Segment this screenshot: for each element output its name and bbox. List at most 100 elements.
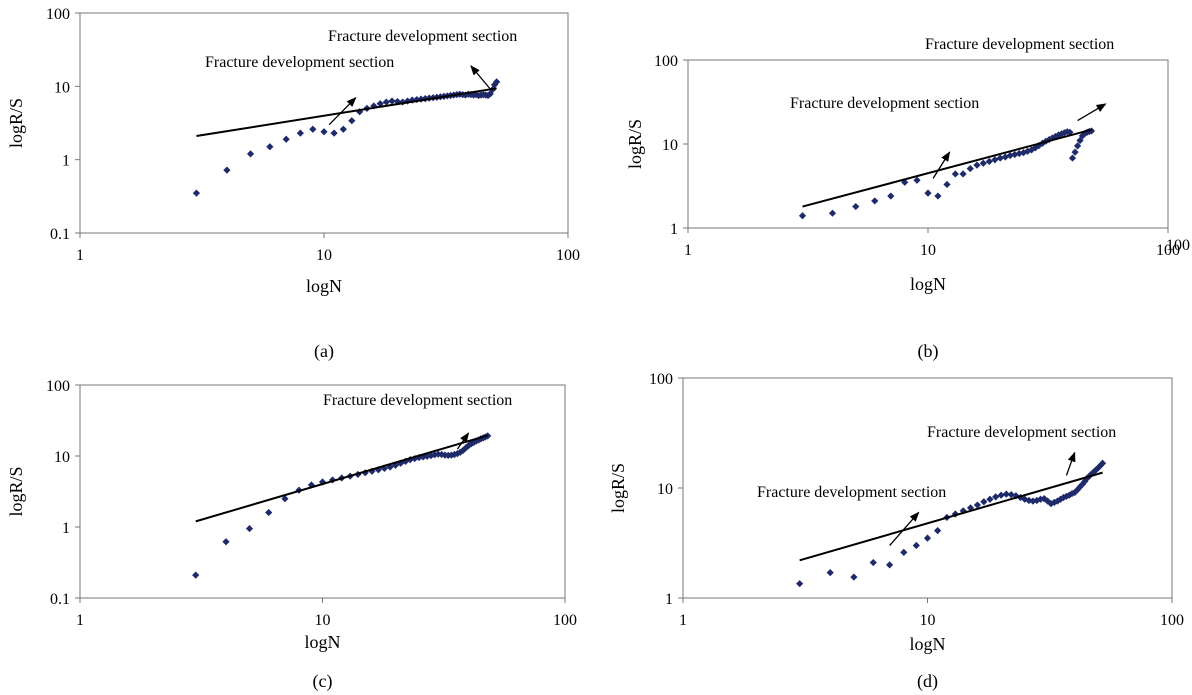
y-tick-label: 0.1 (50, 591, 70, 608)
annotation-arrow (328, 96, 357, 126)
y-axis-label: logR/S (6, 466, 26, 516)
panel-caption: (c) (313, 671, 333, 692)
annotation-label: Fracture development section (927, 424, 1116, 441)
data-point (431, 451, 439, 459)
data-point (959, 170, 967, 178)
data-point (388, 97, 396, 105)
y-tick-label: 10 (657, 481, 673, 498)
data-point (296, 129, 304, 137)
data-point (486, 90, 494, 98)
data-point (1094, 464, 1102, 472)
data-point (401, 457, 410, 465)
y-tick-label: 100 (649, 371, 673, 388)
chart-panel-c: 1 10 100 0.1 1 10 100 logN logR/S Fracture develo… (6, 378, 577, 692)
data-point (462, 444, 470, 452)
data-point (973, 161, 981, 169)
data-point (266, 143, 274, 151)
annotation-arrow (1065, 451, 1076, 476)
data-point (415, 453, 423, 462)
chart-panel-d: 1 10 100 1 10 100 logN logR/S Fracture developme… (608, 371, 1184, 692)
plot-area-frame (79, 384, 566, 599)
data-point (474, 436, 483, 444)
annotation-arrow (1077, 103, 1107, 122)
data-point (943, 180, 951, 189)
data-point (924, 189, 932, 197)
y-axis-label: logR/S (608, 463, 628, 513)
data-point (320, 128, 328, 136)
x-tick-label: 10 (920, 242, 936, 259)
data-point (986, 495, 994, 503)
x-tick-label: 100 (1160, 612, 1184, 629)
data-point (1044, 497, 1052, 505)
data-point (330, 129, 338, 137)
data-point (453, 450, 462, 458)
x-tick-label: 10 (316, 247, 332, 264)
trend-line (196, 87, 497, 138)
trend-line (195, 434, 488, 523)
data-point (1007, 491, 1015, 499)
data-point (393, 97, 402, 106)
data-point (281, 495, 289, 503)
data-point (980, 498, 988, 506)
plot-area-frame (79, 12, 569, 234)
annotation-label: Fracture development section (323, 392, 512, 409)
extra-tick-label: 100 (1166, 237, 1190, 254)
data-point (850, 573, 858, 581)
data-point (1068, 154, 1077, 162)
data-point (376, 100, 384, 108)
data-point (192, 571, 200, 579)
x-axis-label: logN (910, 634, 946, 654)
data-point (1068, 489, 1076, 498)
data-point (913, 176, 921, 184)
x-tick-label: 100 (1156, 242, 1180, 259)
data-point (490, 81, 499, 89)
data-point (282, 135, 290, 143)
data-point (459, 446, 467, 454)
data-point (1090, 467, 1098, 476)
data-point (450, 450, 459, 459)
data-point (934, 192, 942, 200)
data-point (1051, 132, 1060, 141)
annotation-arrow (932, 151, 951, 179)
data-point (1092, 465, 1100, 474)
y-tick-label: 10 (54, 79, 70, 96)
x-axis-label: logN (305, 632, 341, 652)
data-point (493, 78, 501, 86)
data-point (246, 150, 255, 158)
data-point (245, 524, 254, 533)
data-point (871, 197, 879, 205)
y-tick-label: 1 (62, 520, 70, 537)
trend-line (802, 128, 1092, 208)
data-point (996, 154, 1004, 162)
data-point (798, 212, 807, 220)
chart-panel-a: 1 10 100 0.1 1 10 100 logN logR/S Fracture develo… (6, 6, 580, 362)
data-point (985, 157, 993, 166)
y-tick-label: 100 (46, 378, 70, 395)
data-point (828, 209, 837, 217)
data-point (421, 95, 429, 103)
y-tick-label: 1 (62, 153, 70, 170)
data-point (951, 170, 959, 178)
data-point (464, 442, 473, 450)
trend-line (799, 471, 1103, 562)
data-point (348, 117, 356, 125)
data-point (1083, 474, 1091, 482)
y-tick-label: 10 (662, 137, 678, 154)
data-point (1096, 461, 1105, 470)
data-point (979, 159, 987, 167)
data-point (886, 561, 894, 569)
data-point (923, 534, 932, 542)
x-axis-label: logN (306, 276, 342, 296)
y-tick-label: 100 (46, 6, 70, 23)
annotation-label: Fracture development section (205, 54, 394, 71)
x-tick-label: 1 (684, 242, 692, 259)
data-point (912, 541, 920, 550)
data-point (1065, 491, 1073, 499)
annotation-label: Fracture development section (790, 95, 979, 112)
data-point (966, 164, 974, 173)
data-point (1048, 134, 1057, 142)
annotation-arrow (456, 432, 470, 450)
data-point (382, 98, 390, 106)
